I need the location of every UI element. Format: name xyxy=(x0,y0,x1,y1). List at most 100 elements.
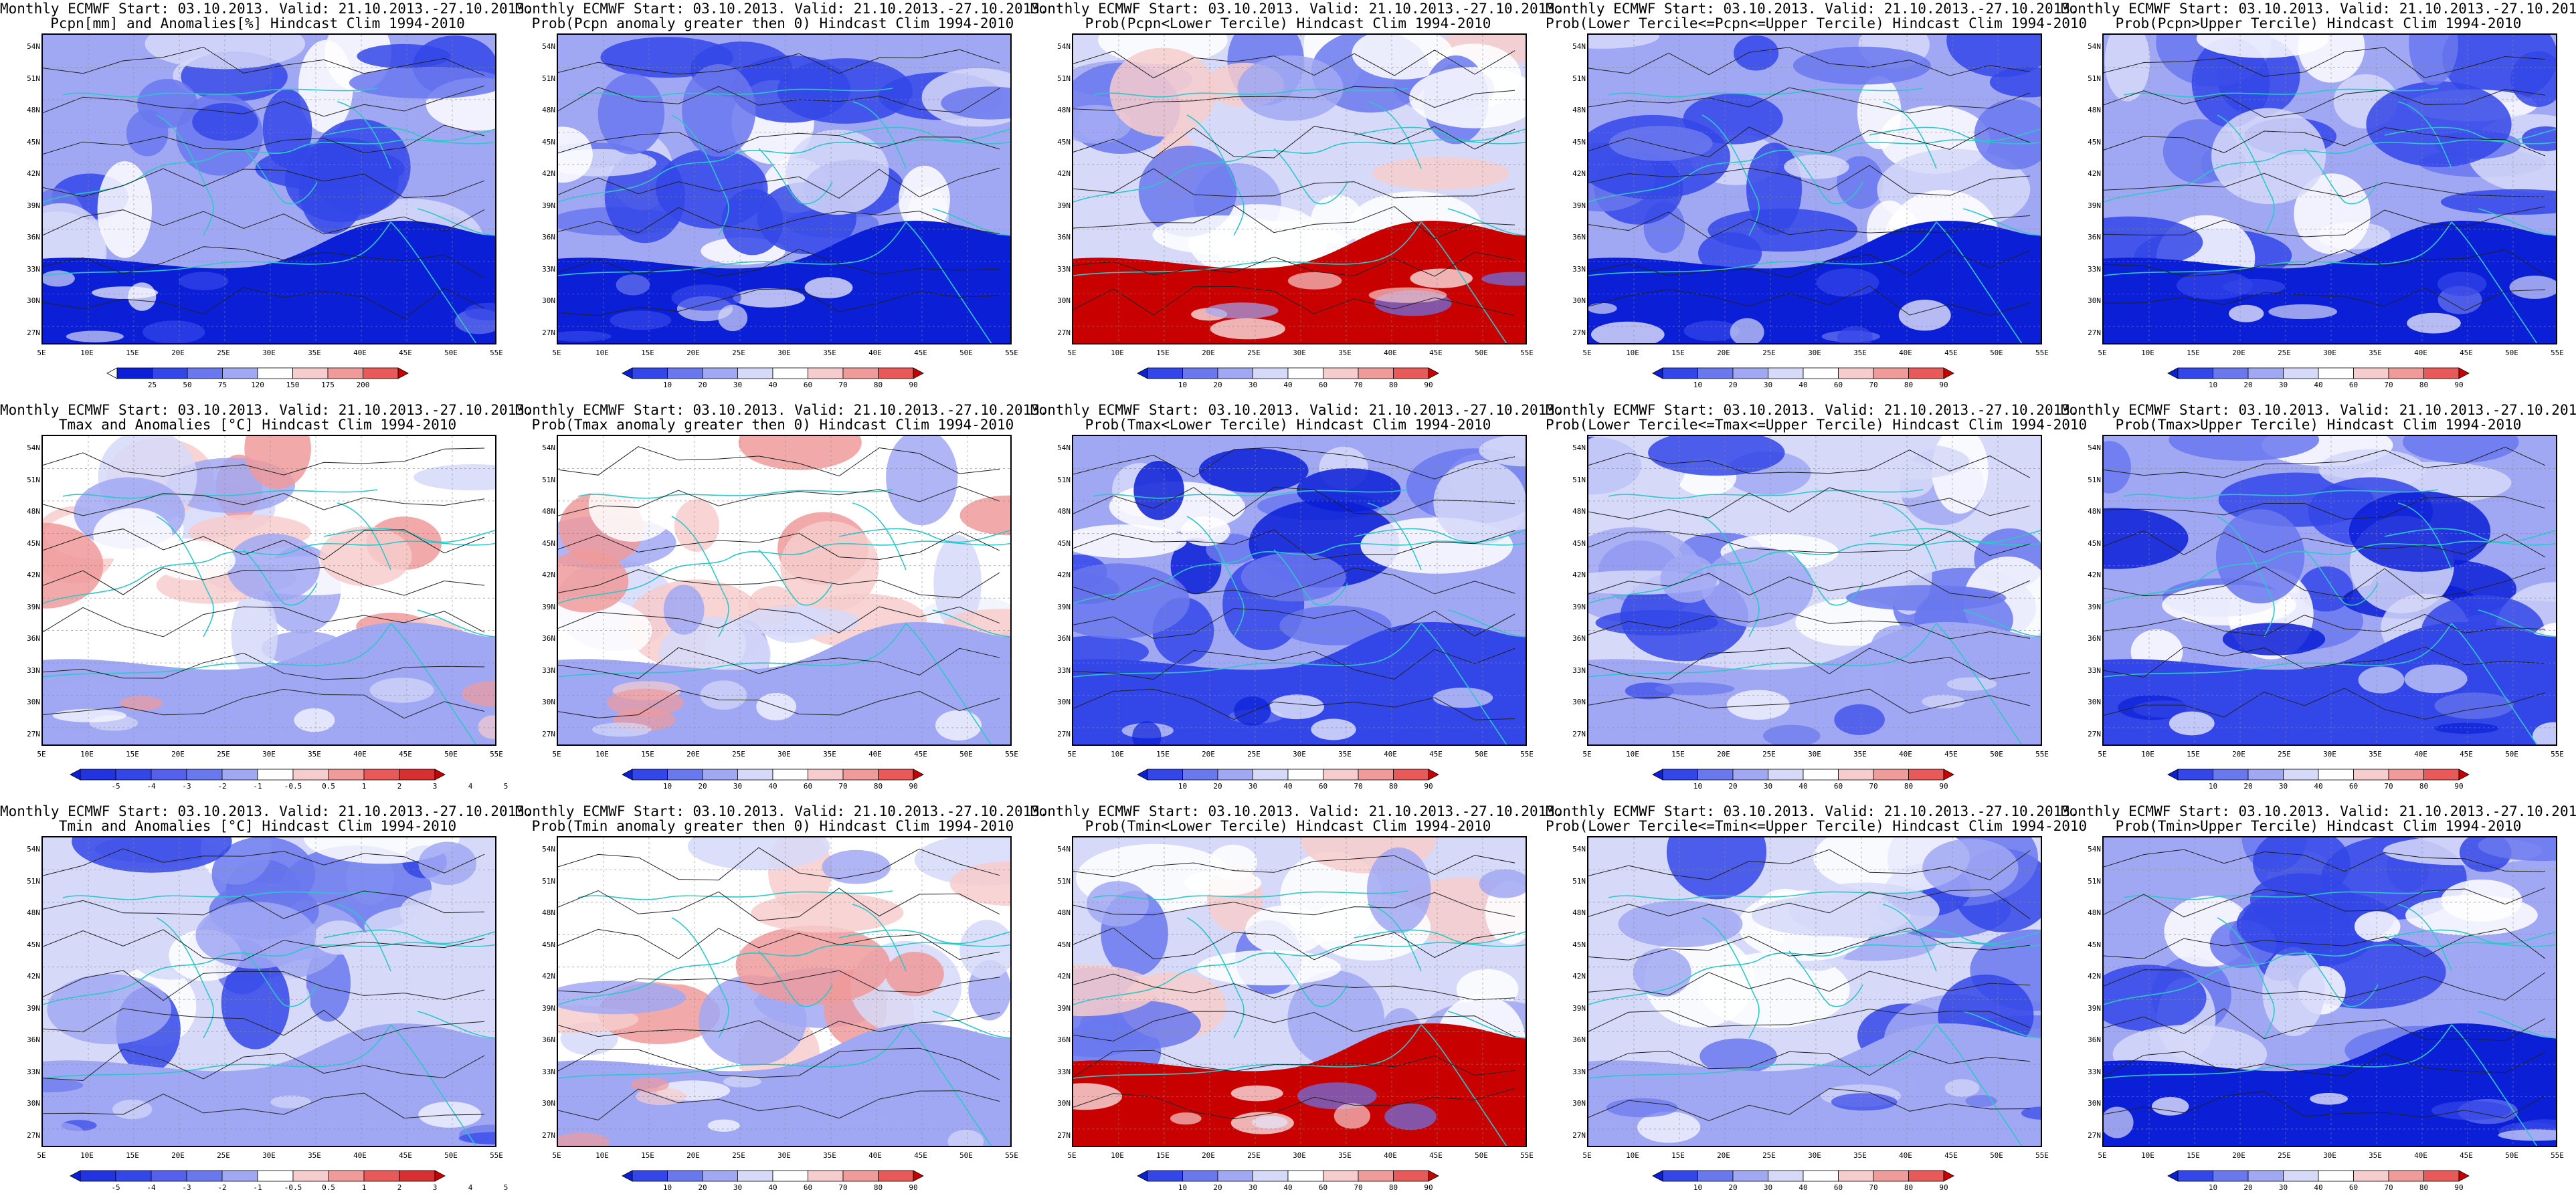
contour-line xyxy=(43,1048,485,1082)
lon-label: 40E xyxy=(1899,348,1912,357)
panel-variable: Prob(Pcpn>Upper Tercile) xyxy=(2115,15,2318,31)
lat-label: 51N xyxy=(2088,475,2101,484)
field-patch xyxy=(1279,605,1392,645)
field-patch xyxy=(1184,870,1262,896)
lat-label: 54N xyxy=(27,845,40,854)
lon-label: 25E xyxy=(1762,1151,1776,1160)
field-patch xyxy=(478,715,495,739)
color-bar-label: 30 xyxy=(1763,782,1773,791)
field-patch xyxy=(52,708,126,722)
color-bar-label: 10 xyxy=(2208,1183,2218,1192)
field-patch xyxy=(1372,157,1509,190)
color-bar-segment xyxy=(1652,367,1663,379)
color-bar-segment xyxy=(257,367,293,379)
contour-line xyxy=(1588,688,2031,714)
color-bar-segment xyxy=(1323,1170,1359,1182)
lat-label: 33N xyxy=(2088,1067,2101,1076)
field-patch xyxy=(655,148,768,229)
lat-label: 27N xyxy=(1057,729,1071,738)
field-patch xyxy=(192,103,258,141)
coastline xyxy=(2478,208,2556,236)
field-patch xyxy=(2104,216,2203,269)
color-bar-label: 20 xyxy=(1728,782,1738,791)
coastline xyxy=(2123,890,2439,900)
panel-climatology: Hindcast Clim 1994-2010 xyxy=(262,15,465,31)
field-patch xyxy=(284,137,399,222)
lat-label: 48N xyxy=(27,507,40,516)
lon-label: 45E xyxy=(1429,348,1443,357)
lon-label: 5E xyxy=(552,1151,561,1160)
lat-label: 30N xyxy=(1572,1099,1586,1108)
contour-line xyxy=(1073,927,1515,961)
lat-label: 51N xyxy=(1572,74,1586,83)
color-bar-label: 40 xyxy=(1799,381,1808,389)
lon-label: 30E xyxy=(777,348,791,357)
lat-label: 54N xyxy=(2088,845,2101,854)
color-bar-segment xyxy=(1838,367,1874,379)
field-patch xyxy=(1132,721,1162,744)
panel-title: Monthly ECMWF Start: 03.10.2013. Valid: … xyxy=(515,1,1048,31)
field-patch xyxy=(43,1122,84,1144)
coastline xyxy=(577,890,893,900)
lat-label: 39N xyxy=(2088,602,2101,611)
panel-variable: Prob(Lower Tercile<=Tmax<=Upper Tercile) xyxy=(1546,417,1884,433)
field-patch xyxy=(369,678,434,703)
map-panel-p34: Monthly ECMWF Start: 03.10.2013. Valid: … xyxy=(1546,803,2087,1204)
color-bar-segment xyxy=(1943,1170,1954,1182)
contour-line xyxy=(1073,126,1515,159)
contour-line xyxy=(2104,496,2546,520)
lat-label: 30N xyxy=(542,1099,555,1108)
lon-label: 45E xyxy=(2460,1151,2473,1160)
forecast-map xyxy=(557,836,1012,1147)
lat-label: 48N xyxy=(2088,908,2101,917)
lon-label: 5E xyxy=(37,1151,46,1160)
lat-label: 54N xyxy=(27,42,40,51)
field-patch xyxy=(2522,126,2556,152)
coastline xyxy=(156,516,214,637)
lat-label: 54N xyxy=(1572,443,1586,452)
lon-label: 55E xyxy=(2035,348,2049,357)
field-patch xyxy=(2366,81,2512,167)
contour-line xyxy=(558,1012,1000,1041)
color-bar-label: 40 xyxy=(1799,1183,1808,1192)
field-patch xyxy=(1845,664,1885,696)
lat-label: 42N xyxy=(542,571,555,579)
field-patch xyxy=(786,129,889,215)
field-patch xyxy=(43,1078,84,1092)
field-patch xyxy=(2510,51,2556,107)
color-bar-segment xyxy=(2283,769,2319,781)
color-bar-label: 70 xyxy=(2384,1183,2393,1192)
color-bar xyxy=(1137,1170,1439,1182)
lat-label: 54N xyxy=(542,845,555,854)
contour-line xyxy=(1073,567,1515,601)
color-bar-segment xyxy=(1803,367,1839,379)
contour-line xyxy=(1073,855,1515,878)
color-bar xyxy=(622,367,924,379)
lon-label: 15E xyxy=(2187,1151,2200,1160)
lat-label: 36N xyxy=(542,233,555,241)
field-patch xyxy=(1269,694,1324,720)
field-patch xyxy=(2215,509,2305,604)
coastline xyxy=(337,101,391,169)
color-bar-segment xyxy=(2247,1170,2284,1182)
lon-label: 25E xyxy=(2278,348,2291,357)
field-patch xyxy=(1837,326,1873,343)
panel-title: Monthly ECMWF Start: 03.10.2013. Valid: … xyxy=(1030,403,1564,432)
field-patch xyxy=(1333,1103,1370,1129)
color-bar-label: 70 xyxy=(1869,1183,1878,1192)
field-patch xyxy=(1433,460,1526,544)
color-bar-label: 80 xyxy=(2419,381,2429,389)
field-patch xyxy=(2407,312,2461,334)
contour-line xyxy=(2104,646,2546,678)
color-bar-label: 60 xyxy=(1833,782,1843,791)
lat-label: 42N xyxy=(27,169,40,178)
panel-title-line2: Tmax and Anomalies [°C] Hindcast Clim 19… xyxy=(0,417,515,432)
contour-line xyxy=(558,847,1000,881)
field-patch xyxy=(1320,690,1384,712)
color-bar-label: 60 xyxy=(2349,381,2359,389)
color-bar-segment xyxy=(2388,769,2424,781)
color-bar-segment xyxy=(622,1170,633,1182)
contour-line xyxy=(1073,647,1515,680)
color-bar-label: 60 xyxy=(1318,782,1328,791)
field-patch xyxy=(718,304,748,332)
